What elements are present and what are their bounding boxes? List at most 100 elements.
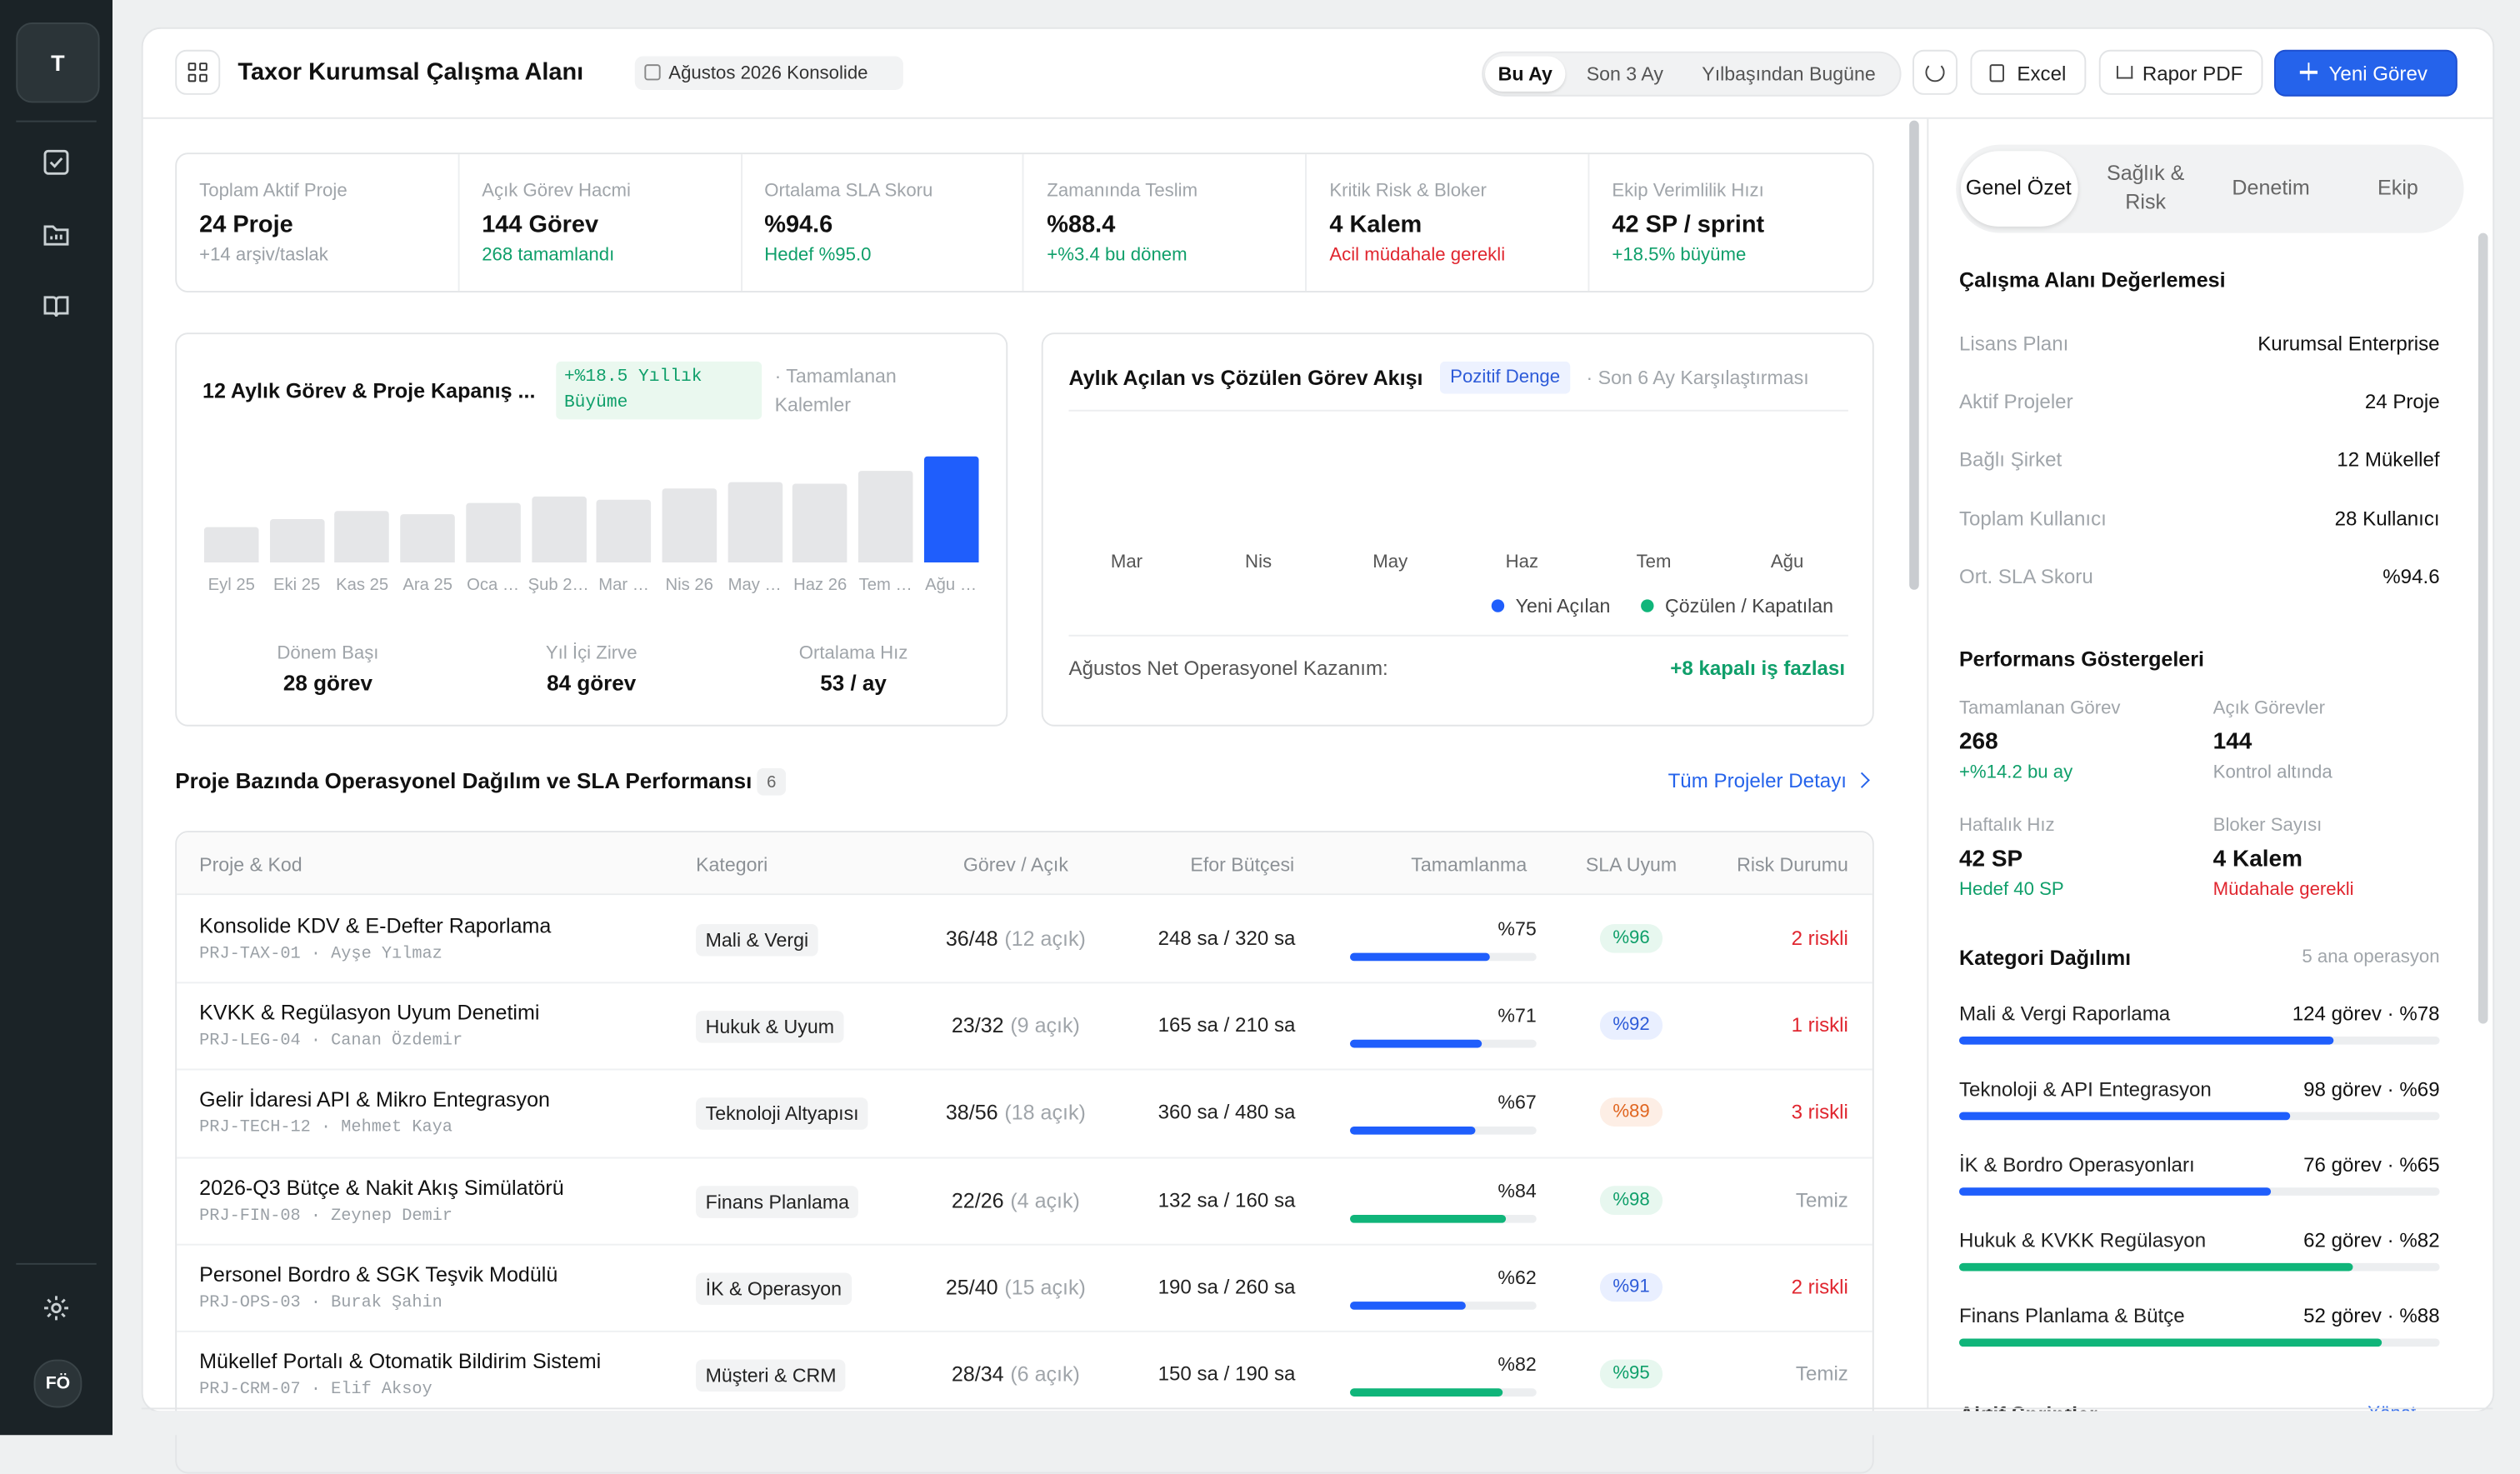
- metric-sub: +%14.2 bu ay: [1958, 763, 2073, 783]
- task-count: 38/56 (18 açık): [946, 1101, 1086, 1125]
- new-task-label: Yeni Görev: [2328, 62, 2428, 85]
- task-count: 22/26 (4 açık): [952, 1187, 1080, 1212]
- tab[interactable]: Denetim: [2232, 175, 2310, 200]
- flow-divider: [1068, 409, 1848, 412]
- x-tick-label: Mar: [1110, 552, 1143, 572]
- tab[interactable]: Genel Özet: [1965, 175, 2072, 200]
- user-avatar[interactable]: FÖ: [33, 1359, 82, 1408]
- project-name[interactable]: Gelir İdaresi API & Mikro Entegrasyon: [199, 1087, 550, 1112]
- project-name[interactable]: Konsolide KDV & E-Defter Raporlama: [199, 913, 552, 938]
- all-projects-link[interactable]: Tüm Projeler Detayı: [1668, 769, 1847, 792]
- side-scrollbar: [2478, 232, 2488, 1024]
- project-name[interactable]: KVKK & Regülasyon Uyum Denetimi: [199, 1000, 540, 1025]
- tasks-icon[interactable]: [42, 147, 71, 177]
- task-count: 36/48 (12 açık): [946, 927, 1086, 951]
- progress-bar: [1350, 1127, 1475, 1136]
- legend-dot: [1641, 599, 1654, 612]
- completion-label: %62: [1498, 1266, 1537, 1289]
- sidebar: T FÖ: [0, 0, 113, 1436]
- sla-chip: %98: [1599, 1185, 1663, 1215]
- info-key: Bağlı Şirket: [1958, 448, 2062, 472]
- sla-chip: %96: [1599, 923, 1663, 953]
- open-tasks: (9 açık): [1010, 1013, 1080, 1038]
- sla-chip: %91: [1599, 1272, 1663, 1302]
- new-task-button[interactable]: [2273, 49, 2458, 97]
- effort: 150 sa / 190 sa: [1158, 1362, 1296, 1386]
- tab[interactable]: Ekip: [2378, 175, 2418, 200]
- period-option[interactable]: Yılbaşından Bugüne: [1702, 62, 1876, 86]
- flow-card: [1041, 332, 1874, 727]
- header-icon-cell: [199, 73, 208, 82]
- kpi-divider: [1588, 154, 1590, 292]
- open-tasks: (15 açık): [1004, 1274, 1086, 1299]
- projects-icon[interactable]: [42, 220, 71, 249]
- bar: [400, 514, 455, 562]
- bar: [465, 502, 521, 562]
- page-title: Taxor Kurumsal Çalışma Alanı: [238, 58, 584, 87]
- info-key: Lisans Planı: [1958, 332, 2069, 356]
- x-tick-label: Şub 2…: [528, 575, 589, 595]
- kpi-value: 24 Proje: [199, 211, 293, 239]
- calendar-icon: [644, 64, 661, 81]
- period-option[interactable]: Son 3 Ay: [1586, 62, 1663, 86]
- x-tick-label: Kas 25: [336, 575, 389, 595]
- docs-icon[interactable]: [42, 292, 71, 322]
- column-header: SLA Uyum: [1585, 853, 1678, 877]
- workspace: [141, 27, 2495, 1413]
- tab[interactable]: Sağlık & Risk: [2106, 160, 2185, 214]
- header-icon[interactable]: [175, 49, 221, 95]
- category-name: Mali & Vergi Raporlama: [1958, 1002, 2171, 1026]
- progress-bar: [1350, 1388, 1503, 1397]
- metric-label: Haftalık Hız: [1958, 816, 2055, 836]
- project-name[interactable]: 2026-Q3 Bütçe & Nakit Akış Simülatörü: [199, 1174, 564, 1199]
- effort: 165 sa / 210 sa: [1158, 1014, 1296, 1037]
- kpi-label: Zamanında Teslim: [1047, 181, 1198, 202]
- x-tick-label: Eki 25: [273, 575, 321, 595]
- kpi-label: Ekip Verimlilik Hızı: [1612, 181, 1764, 202]
- kpi-strip: [175, 152, 1874, 293]
- project-name[interactable]: Personel Bordro & SGK Teşvik Modülü: [199, 1262, 558, 1287]
- plus-icon: [2307, 62, 2310, 82]
- category-chip: Finans Planlama: [696, 1185, 859, 1218]
- kpi-divider: [458, 154, 460, 292]
- progress-bar: [1350, 1040, 1482, 1048]
- progress-bar: [1350, 952, 1490, 962]
- category-chip: Hukuk & Uyum: [696, 1011, 844, 1044]
- category-bar: [1958, 1036, 2334, 1045]
- pdf-label: Rapor PDF: [2142, 62, 2243, 85]
- flow-footer-value: +8 kapalı iş fazlası: [1670, 657, 1846, 680]
- project-name[interactable]: Mükellef Portalı & Otomatik Bildirim Sis…: [199, 1349, 602, 1373]
- project-code: PRJ-LEG-04 · Canan Özdemir: [199, 1032, 463, 1052]
- effort: 360 sa / 480 sa: [1158, 1101, 1296, 1124]
- info-key: Ort. SLA Skoru: [1958, 565, 2093, 588]
- info-key: Toplam Kullanıcı: [1958, 507, 2107, 530]
- bar: [662, 489, 717, 562]
- row-divider: [177, 1330, 1872, 1332]
- tasks: 36/48: [945, 926, 998, 951]
- progress-bar: [1350, 1214, 1507, 1222]
- kpi-label: Kritik Risk & Bloker: [1329, 181, 1487, 202]
- period-option[interactable]: Bu Ay: [1498, 62, 1552, 86]
- category-name: Hukuk & KVKK Regülasyon: [1958, 1229, 2207, 1252]
- pdf-button[interactable]: [2098, 49, 2263, 95]
- category-chip: Müşteri & CRM: [696, 1359, 847, 1392]
- kpi-divider: [1022, 154, 1025, 292]
- refresh-button[interactable]: [1912, 49, 1958, 95]
- column-header: Risk Durumu: [1737, 853, 1848, 877]
- category-chip: Teknoloji Altyapısı: [696, 1097, 869, 1131]
- settings-icon[interactable]: [42, 1294, 71, 1323]
- risk-status: 2 riskli: [1791, 927, 1848, 950]
- file-icon: [1989, 64, 2004, 82]
- risk-status: Temiz: [1795, 1362, 1848, 1386]
- kpi-value: 4 Kalem: [1329, 211, 1422, 239]
- scrollbar-thumb: [1909, 120, 1919, 590]
- column-header: Görev / Açık: [962, 853, 1068, 877]
- logo[interactable]: T: [16, 22, 100, 103]
- flow-title: Aylık Açılan vs Çözülen Görev Akışı: [1068, 365, 1423, 390]
- excel-button[interactable]: [1970, 49, 2087, 95]
- divider: [16, 120, 97, 122]
- period-badge-text: Ağustos 2026 Konsolide: [668, 63, 868, 83]
- x-tick-label: Tem …: [858, 575, 912, 595]
- section-title: Kategori Dağılımı: [1958, 945, 2132, 970]
- tab-active: [1960, 151, 2078, 227]
